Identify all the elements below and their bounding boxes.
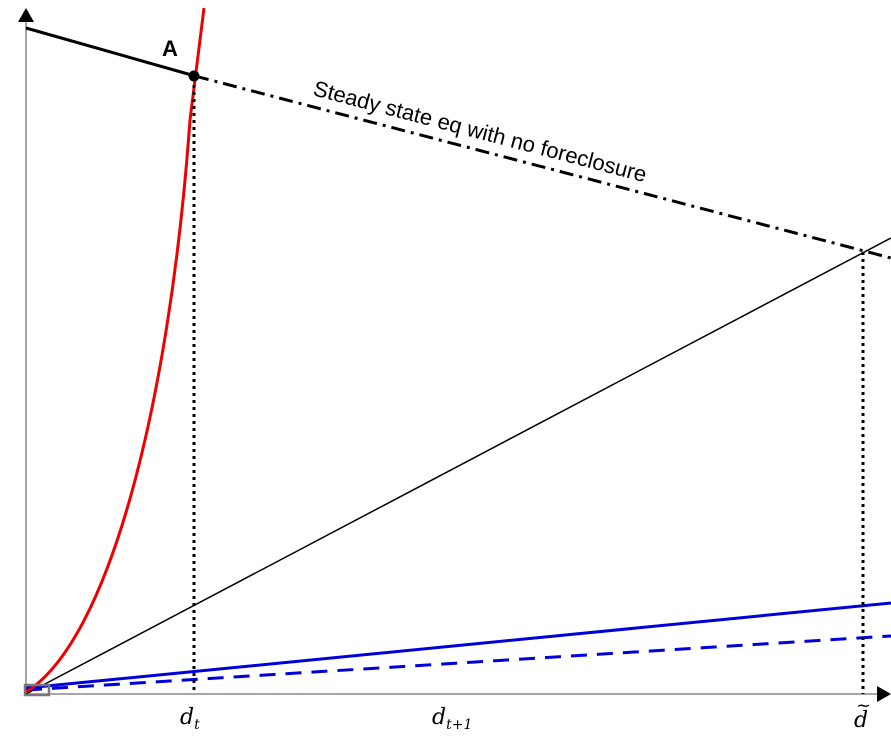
point-a-label: A [162,36,178,61]
blue-solid-line [25,601,891,690]
steady-state-dashdot-line [194,74,891,260]
x-axis-arrow-icon [877,686,891,702]
y-axis-arrow-icon [18,8,34,22]
x-tick-dtilde-accent: ~ [856,695,871,716]
x-tick-dtilde: d [854,708,868,733]
steady-state-annotation: Steady state eq with no foreclosure [311,76,650,187]
red-curve [25,7,206,694]
x-tick-dt: dt [180,705,200,733]
steady-state-solid-segment [25,26,196,78]
forty-five-degree-line [25,237,891,695]
x-tick-dt1: dt+1 [432,705,472,733]
origin-box [23,683,51,697]
point-a-marker [188,70,200,82]
blue-dashed-line [25,634,891,692]
